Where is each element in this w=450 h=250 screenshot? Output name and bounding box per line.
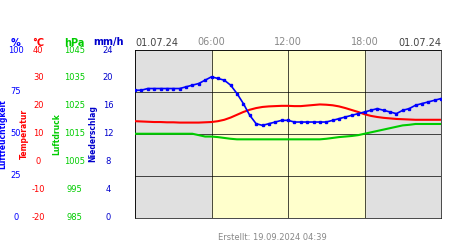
Text: 0: 0 — [105, 213, 111, 222]
Text: 100: 100 — [8, 46, 23, 54]
Text: 40: 40 — [33, 46, 44, 54]
Text: 8: 8 — [105, 157, 111, 166]
Text: %: % — [11, 38, 21, 48]
Text: 20: 20 — [33, 101, 44, 110]
Text: Temperatur: Temperatur — [20, 109, 29, 159]
Text: 0: 0 — [13, 213, 18, 222]
Text: 16: 16 — [103, 101, 113, 110]
Text: 1045: 1045 — [64, 46, 85, 54]
Text: Luftdruck: Luftdruck — [52, 113, 61, 155]
Text: 1005: 1005 — [64, 157, 85, 166]
Text: 1035: 1035 — [64, 74, 85, 82]
Text: 01.07.24: 01.07.24 — [398, 38, 441, 48]
Text: Erstellt: 19.09.2024 04:39: Erstellt: 19.09.2024 04:39 — [218, 234, 327, 242]
Text: 25: 25 — [10, 171, 21, 180]
Text: 30: 30 — [33, 74, 44, 82]
Text: 01.07.24: 01.07.24 — [135, 38, 178, 48]
Text: 75: 75 — [10, 88, 21, 96]
Text: 1025: 1025 — [64, 101, 85, 110]
Text: Niederschlag: Niederschlag — [88, 105, 97, 162]
Text: hPa: hPa — [64, 38, 85, 48]
Text: -10: -10 — [32, 185, 45, 194]
Text: °C: °C — [32, 38, 44, 48]
Text: -20: -20 — [32, 213, 45, 222]
Text: 0: 0 — [36, 157, 41, 166]
Text: 20: 20 — [103, 74, 113, 82]
Text: 12: 12 — [103, 129, 113, 138]
Text: 995: 995 — [66, 185, 82, 194]
Bar — [212, 50, 364, 217]
Text: 10: 10 — [33, 129, 44, 138]
Text: 1015: 1015 — [64, 129, 85, 138]
Text: 985: 985 — [66, 213, 82, 222]
Text: mm/h: mm/h — [93, 38, 123, 48]
Text: 4: 4 — [105, 185, 111, 194]
Text: 50: 50 — [10, 129, 21, 138]
Text: Luftfeuchtigkeit: Luftfeuchtigkeit — [0, 99, 7, 169]
Text: 24: 24 — [103, 46, 113, 54]
